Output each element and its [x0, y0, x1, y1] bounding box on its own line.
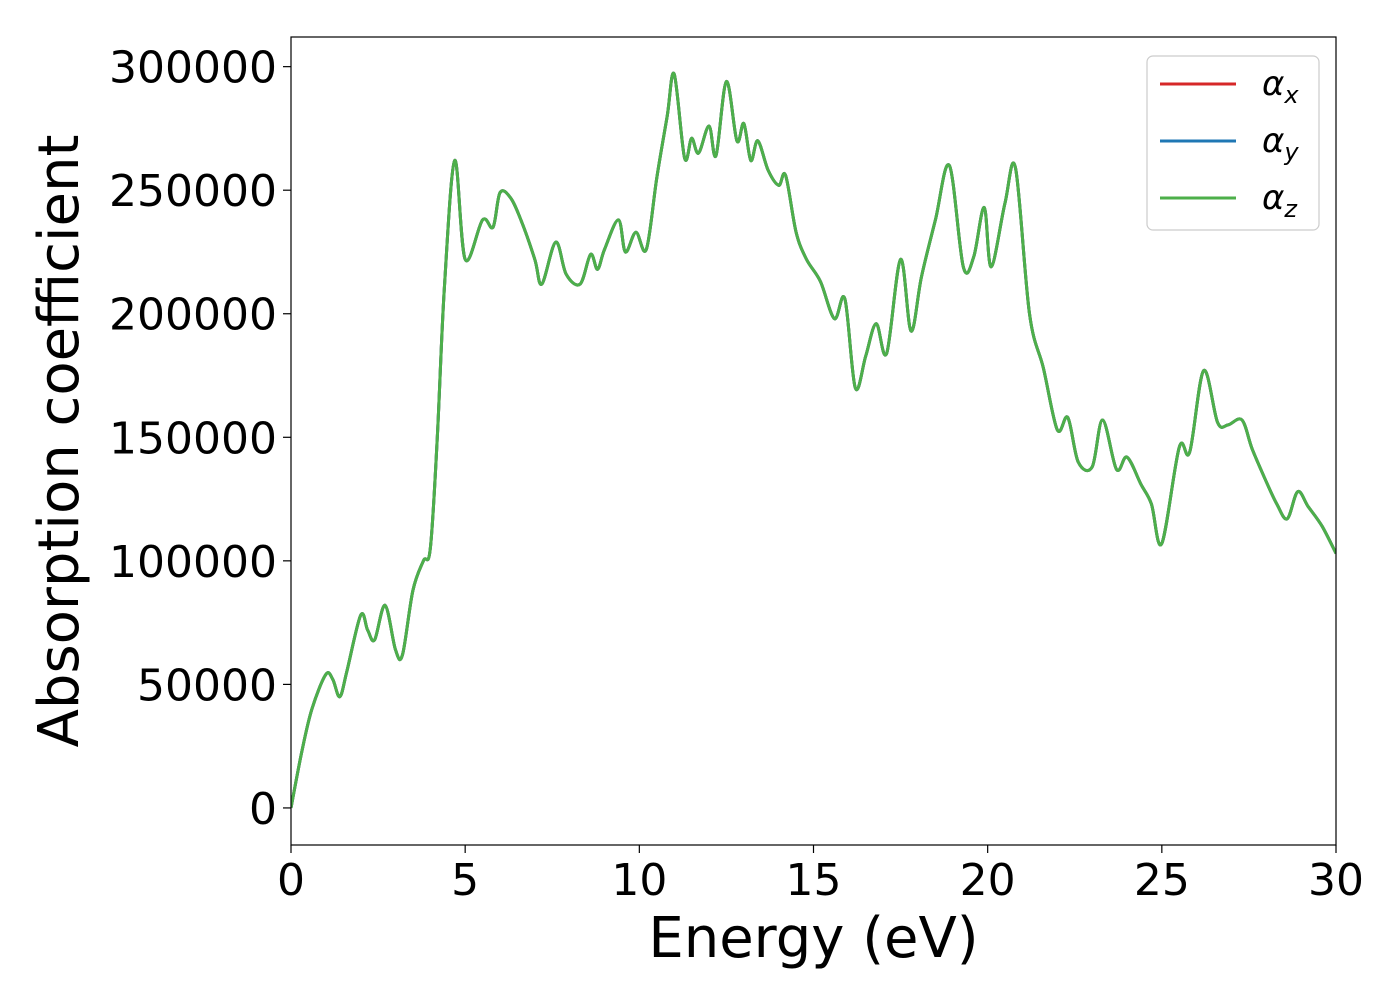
y-tick-label: 100000 — [109, 537, 277, 588]
y-axis: 0 50000 100000 150000 200000 250000 300000 — [109, 43, 291, 835]
y-axis-label: Absorption coefficient — [27, 135, 92, 748]
y-tick-label: 250000 — [109, 166, 277, 217]
x-tick-label: 30 — [1308, 855, 1364, 906]
y-tick-label: 300000 — [109, 43, 277, 94]
y-tick-label: 0 — [249, 784, 277, 835]
series-line-2 — [291, 71, 1336, 809]
legend-symbol: α — [1262, 121, 1284, 161]
y-tick-label: 200000 — [109, 290, 277, 341]
legend-subscript: y — [1283, 138, 1299, 166]
legend-subscript: x — [1283, 81, 1299, 109]
x-tick-label: 0 — [277, 855, 305, 906]
legend-symbol: α — [1262, 64, 1284, 104]
x-axis: 0 5 10 15 20 25 30 — [277, 845, 1364, 906]
x-tick-label: 25 — [1134, 855, 1190, 906]
legend-label: αz — [1262, 178, 1298, 223]
legend-subscript: z — [1283, 195, 1298, 223]
legend-box — [1146, 55, 1320, 231]
legend-entry: αz — [1160, 178, 1298, 223]
y-tick-label: 50000 — [137, 660, 277, 711]
x-tick-label: 20 — [960, 855, 1016, 906]
legend-label: αx — [1262, 64, 1299, 109]
x-tick-label: 10 — [611, 855, 667, 906]
series-layer — [291, 71, 1336, 809]
legend-label: αy — [1262, 121, 1299, 166]
x-tick-label: 5 — [451, 855, 479, 906]
legend-symbol: α — [1262, 178, 1284, 218]
legend-entry: αx — [1160, 64, 1299, 109]
y-tick-label: 150000 — [109, 413, 277, 464]
x-tick-label: 15 — [786, 855, 842, 906]
x-axis-label: Energy (eV) — [648, 906, 978, 971]
legend-entry: αy — [1160, 121, 1299, 166]
